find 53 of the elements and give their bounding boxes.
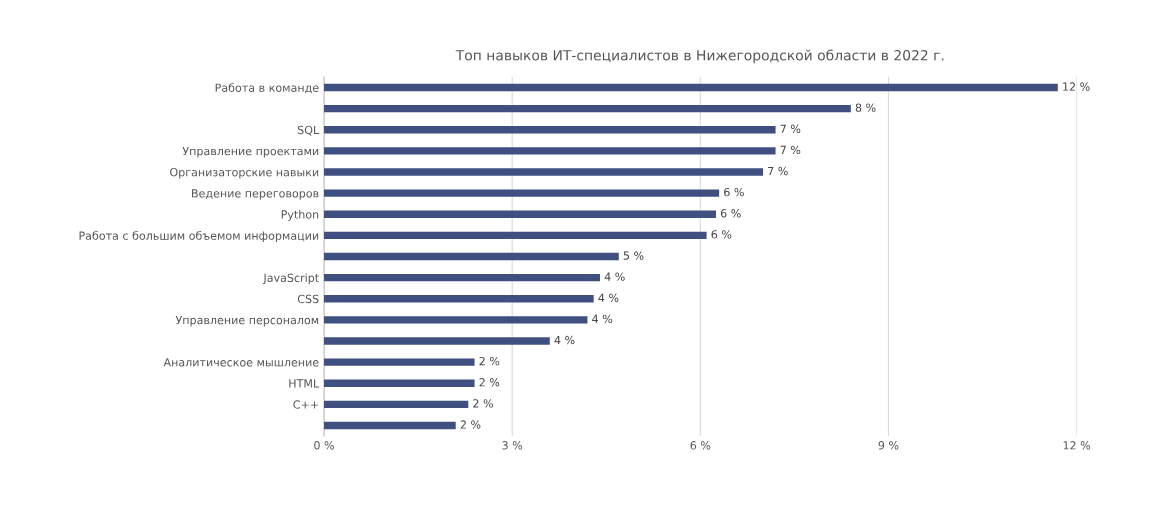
- data-label: 2 %: [473, 399, 493, 408]
- y-tick-label: C++: [293, 400, 318, 409]
- bar: [324, 421, 456, 430]
- y-tick-label: Python: [281, 210, 319, 221]
- bar: [324, 147, 776, 155]
- data-label: 5 %: [623, 251, 644, 260]
- data-label: 7 %: [780, 145, 801, 155]
- data-label: 6 %: [724, 187, 744, 197]
- bar: [324, 400, 469, 409]
- x-tick-label: 9 %: [878, 441, 899, 450]
- data-label: 2 %: [479, 356, 500, 366]
- y-tick-label: CSS: [297, 294, 319, 304]
- y-tick-label: Аналитическое мышление: [163, 358, 319, 367]
- x-tick-label: 0 %: [314, 441, 334, 450]
- x-tick-label: 12 %: [1063, 441, 1091, 450]
- bar: [324, 210, 716, 218]
- bar: [324, 126, 776, 134]
- bar: [324, 83, 1058, 92]
- data-label: 4 %: [554, 335, 575, 345]
- bar: [324, 295, 594, 303]
- data-label: 12 %: [1063, 82, 1090, 91]
- bar: [324, 168, 764, 176]
- data-label: 7 %: [780, 124, 801, 133]
- data-label: 6 %: [720, 209, 741, 218]
- y-tick-label: HTML: [289, 379, 320, 388]
- data-label: 7 %: [768, 166, 788, 176]
- bar: [324, 104, 851, 113]
- data-label: 4 %: [604, 272, 625, 281]
- y-tick-label: Управление персоналом: [175, 315, 319, 327]
- data-label: 6 %: [711, 230, 732, 239]
- bar: [324, 252, 619, 261]
- y-tick-label: Работа в команде: [215, 83, 319, 94]
- bar: [324, 337, 550, 345]
- bar: [324, 231, 707, 240]
- data-label: 2 %: [460, 420, 481, 429]
- y-tick-label: Организаторские навыки: [170, 167, 319, 179]
- bar: [324, 316, 588, 324]
- x-tick-label: 6 %: [690, 441, 711, 450]
- y-tick-label: Управление проектами: [182, 147, 319, 158]
- data-label: 8 %: [855, 103, 876, 112]
- y-tick-label: SQL: [297, 125, 320, 136]
- chart-title: Топ навыков ИТ-специалистов в Нижегородской области в 2022 г.: [455, 49, 944, 64]
- bar: [324, 358, 475, 366]
- data-label: 2 %: [479, 378, 500, 387]
- bar: [324, 189, 720, 197]
- bar: [324, 379, 475, 387]
- y-tick-label: Ведение переговоров: [192, 189, 319, 200]
- y-tick-label: Работа с большим объемом информации: [79, 231, 319, 242]
- bar: [324, 273, 600, 282]
- x-tick-label: 3 %: [502, 441, 523, 450]
- data-label: 4 %: [598, 293, 619, 302]
- data-label: 4 %: [592, 314, 613, 324]
- y-tick-label: JavaScript: [262, 273, 319, 285]
